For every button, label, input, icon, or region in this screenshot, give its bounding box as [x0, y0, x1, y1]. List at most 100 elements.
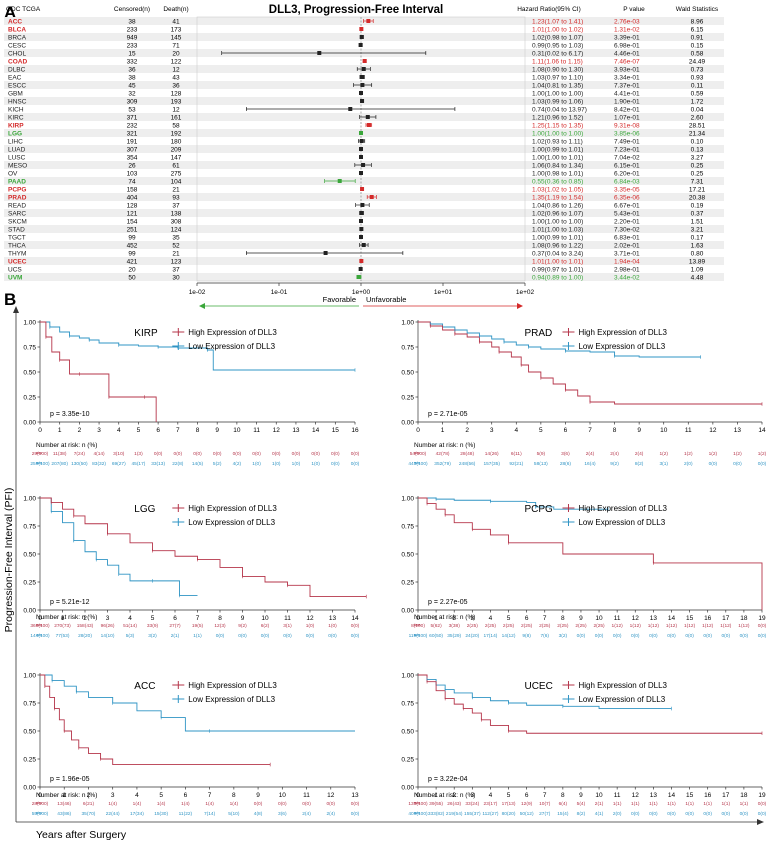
at-risk-low-value: 0(0)	[261, 633, 270, 639]
death-value: 12	[172, 66, 180, 73]
censored-value: 191	[127, 138, 138, 145]
km-p-value: p = 3.35e-10	[50, 411, 90, 418]
at-risk-high-value: 2(4)	[635, 451, 644, 457]
p-value: 4.46e-01	[614, 50, 640, 57]
km-x-tick-label: 9	[215, 427, 219, 434]
at-risk-low-value: 0(0)	[328, 633, 337, 639]
at-risk-high-value: 0(0)	[252, 451, 261, 457]
row-stripe	[4, 257, 724, 265]
hr-value: 1.21(0.96 to 1.52)	[532, 114, 583, 121]
at-risk-high-value: 6(4)	[559, 801, 568, 807]
km-curve-low	[418, 321, 701, 358]
hr-value: 1.01(1.00 to 1.02)	[532, 26, 583, 33]
p-value: 6.84e-03	[614, 178, 640, 185]
at-risk-high-value: 0(0)	[233, 451, 242, 457]
km-x-tick-label: 6	[564, 427, 568, 434]
km-x-tick-label: 9	[579, 615, 583, 622]
at-risk-high-value: 5(62)	[431, 623, 443, 629]
censored-value: 26	[128, 162, 136, 169]
cancer-label: SARC	[8, 210, 26, 217]
at-risk-high-value: 1(12)	[738, 623, 750, 629]
km-x-label: Years after Surgery	[36, 829, 127, 841]
at-risk-high-value: 2(25)	[467, 623, 479, 629]
hr-value: 1.01(1.00 to 1.03)	[532, 226, 583, 233]
death-value: 147	[171, 154, 182, 161]
km-x-tick-label: 10	[279, 792, 287, 799]
at-risk-low-value: 2(0)	[613, 811, 622, 817]
km-x-tick-label: 8	[196, 427, 200, 434]
km-x-tick-label: 7	[196, 615, 200, 622]
p-value: 8.42e-01	[614, 106, 640, 113]
at-risk-high-value: 8(100)	[411, 623, 425, 629]
censored-value: 332	[127, 58, 138, 65]
km-y-tick-label: 0.00	[23, 607, 36, 614]
wald-value: 7.31	[691, 178, 704, 185]
at-risk-high-value: 96(26)	[101, 623, 115, 629]
km-x-tick-label: 8	[613, 427, 617, 434]
at-risk-low-value: 83(32)	[92, 461, 106, 467]
cancer-label: CESC	[8, 42, 26, 49]
death-value: 192	[171, 130, 182, 137]
cancer-label: UVM	[8, 274, 22, 281]
km-x-tick-label: 4	[117, 427, 121, 434]
km-y-tick-label: 0.00	[401, 419, 414, 426]
km-p-value: p = 5.21e-12	[50, 599, 90, 606]
at-risk-low-value: 58(13)	[534, 461, 548, 467]
km-y-tick-label: 0.75	[23, 344, 36, 351]
wald-value: 0.80	[691, 250, 704, 257]
at-risk-high-value: 0(0)	[213, 451, 222, 457]
p-value: 6.98e-01	[614, 42, 640, 49]
km-p-value: p = 3.22e-04	[428, 776, 468, 783]
legend-high-label: High Expression of DLL3	[578, 681, 667, 690]
death-value: 71	[172, 42, 180, 49]
wald-value: 1.63	[691, 242, 704, 249]
censored-value: 307	[127, 146, 138, 153]
km-x-tick-label: 11	[284, 615, 291, 622]
at-risk-high-value: 10(7)	[539, 801, 551, 807]
censored-value: 233	[127, 42, 138, 49]
hr-value: 1.35(1.19 to 1.54)	[532, 194, 583, 201]
forest-x-tick-label: 1e+02	[516, 289, 535, 296]
at-risk-low-value: 1(0)	[311, 461, 320, 467]
at-risk-high-value: 2(4)	[610, 451, 619, 457]
at-risk-low-value: 17(14)	[483, 633, 497, 639]
at-risk-high-value: 1(12)	[720, 623, 732, 629]
row-stripe	[4, 177, 724, 185]
censored-value: 421	[127, 258, 138, 265]
km-panel-pcpg: 0.000.250.500.751.000 1 2 3 4 5 6 7 8 9 10 11 12 13 14…	[401, 495, 766, 639]
at-risk-low-value: 8(2)	[635, 461, 644, 467]
km-y-tick-label: 0.25	[401, 756, 414, 763]
wald-value: 3.21	[691, 226, 704, 233]
km-x-tick-label: 17	[722, 792, 730, 799]
at-risk-high-value: 1(1)	[667, 801, 676, 807]
at-risk-high-value: 368(100)	[30, 623, 50, 629]
km-x-tick-label: 12	[273, 427, 281, 434]
wald-value: 0.91	[691, 34, 704, 41]
cancer-label: TGCT	[8, 234, 26, 241]
header-death: Death(n)	[163, 6, 188, 13]
at-risk-high-value: 6(21)	[83, 801, 95, 807]
km-y-tick-label: 0.75	[401, 523, 414, 530]
p-value: 7.49e-01	[614, 138, 640, 145]
death-value: 308	[171, 218, 182, 225]
km-x-tick-label: 3	[490, 427, 494, 434]
at-risk-high-value: 2(25)	[539, 623, 551, 629]
censored-value: 309	[127, 98, 138, 105]
cancer-label: SKCM	[8, 218, 27, 225]
death-value: 37	[172, 202, 180, 209]
hr-point	[356, 275, 361, 279]
at-risk-high-value: 1(1)	[685, 801, 694, 807]
at-risk-high-value: 0(0)	[193, 451, 202, 457]
km-x-tick-label: 2	[452, 792, 456, 799]
legend-high-label: High Expression of DLL3	[188, 681, 277, 690]
hr-value: 0.99(0.95 to 1.03)	[532, 42, 583, 49]
death-value: 36	[172, 82, 180, 89]
km-p-value: p = 2.27e-05	[428, 599, 468, 606]
row-stripe	[4, 33, 724, 41]
at-risk-low-value: 69(27)	[112, 461, 126, 467]
forest-x-tick-label: 1e+00	[352, 289, 371, 296]
at-risk-high-value: 1(4)	[157, 801, 166, 807]
cancer-label: KICH	[8, 106, 24, 113]
hr-value: 0.99(0.97 to 1.01)	[532, 266, 583, 273]
at-risk-low-value: 0(0)	[685, 633, 694, 639]
